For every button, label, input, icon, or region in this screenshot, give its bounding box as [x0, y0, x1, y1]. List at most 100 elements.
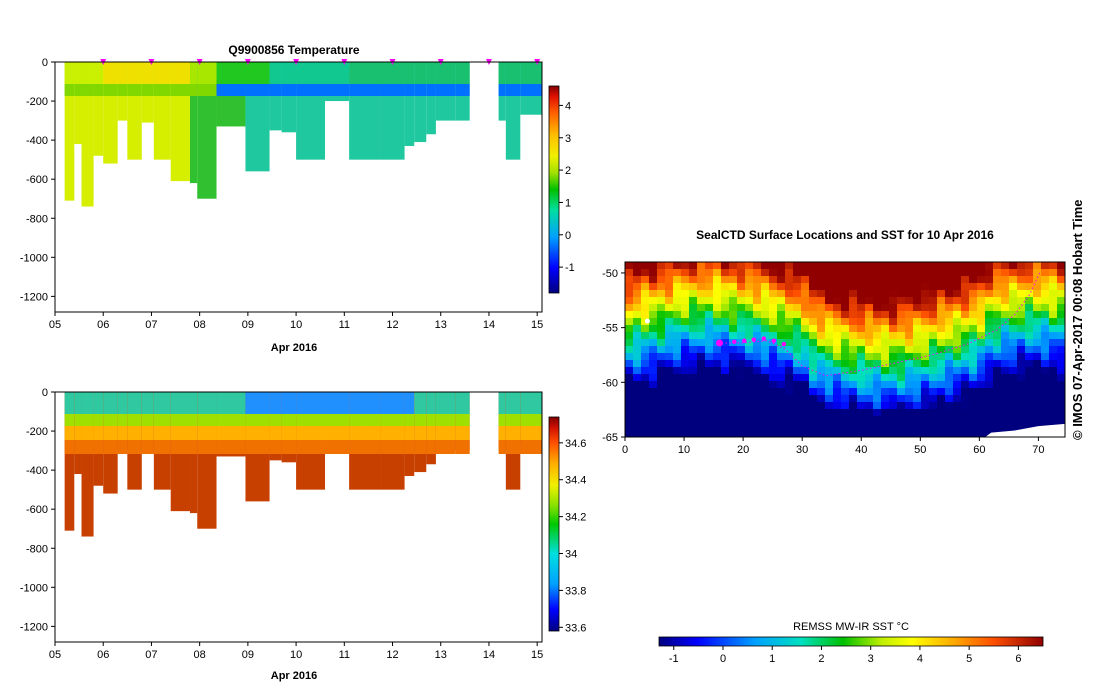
- sst-cell: [641, 409, 649, 416]
- temperature-profile-column: [127, 62, 142, 160]
- sst-cell: [721, 325, 729, 332]
- sst-cell: [657, 269, 665, 276]
- sst-cell: [721, 360, 729, 367]
- sst-cell: [769, 395, 777, 402]
- sst-cell: [1049, 304, 1057, 311]
- sst-cell: [1009, 339, 1017, 346]
- sst-cell: [665, 318, 673, 325]
- sst-cell: [705, 269, 713, 276]
- sst-cell: [625, 339, 633, 346]
- sst-cell: [633, 395, 641, 402]
- temperature-cold-band: [414, 84, 427, 96]
- sst-cell: [785, 332, 793, 339]
- sst-cell: [865, 304, 873, 311]
- sst-cell: [1049, 311, 1057, 318]
- sst-cell: [1009, 290, 1017, 297]
- salinity-deep-layer: [64, 392, 75, 531]
- sst-cell: [633, 304, 641, 311]
- sst-cell: [1009, 353, 1017, 360]
- sst-map-x-tick-label: 20: [737, 444, 749, 456]
- temperature-cold-band: [197, 84, 217, 96]
- temperature-y-tick-label: -600: [26, 174, 48, 186]
- sst-cell: [697, 423, 705, 430]
- sst-cell: [865, 339, 873, 346]
- sst-cell: [993, 290, 1001, 297]
- sst-cell: [761, 262, 769, 269]
- sst-cell: [649, 318, 657, 325]
- sst-cell: [1001, 269, 1009, 276]
- sst-cell: [625, 325, 633, 332]
- sst-cell: [761, 290, 769, 297]
- temperature-x-tick-label: 11: [339, 319, 350, 331]
- sst-cell: [905, 430, 913, 437]
- sst-cell: [649, 346, 657, 353]
- sst-cell: [937, 409, 945, 416]
- salinity-colorbar-tick-label: 34.4: [565, 475, 586, 487]
- sst-cell: [913, 283, 921, 290]
- sst-cell: [713, 374, 721, 381]
- sst-cell: [1041, 304, 1049, 311]
- sst-cell: [825, 416, 833, 423]
- salinity-profile-column: [380, 392, 405, 490]
- sst-cell: [929, 346, 937, 353]
- sst-cell: [817, 318, 825, 325]
- temperature-cold-band: [93, 84, 104, 96]
- sst-cell: [833, 297, 841, 304]
- sst-cell: [825, 339, 833, 346]
- sst-cell: [857, 395, 865, 402]
- sst-cell: [1033, 360, 1041, 367]
- sst-cell: [881, 311, 889, 318]
- salinity-surface-layer: [153, 392, 171, 414]
- sst-cell: [985, 353, 993, 360]
- temperature-surface-layer: [325, 62, 350, 84]
- sst-cell: [689, 360, 697, 367]
- salinity-x-tick-label: 11: [339, 649, 350, 661]
- sst-cell: [633, 339, 641, 346]
- sst-cell: [673, 374, 681, 381]
- sst-cell: [897, 395, 905, 402]
- sst-cell: [665, 262, 673, 269]
- sst-cell: [849, 304, 857, 311]
- sst-cell: [753, 339, 761, 346]
- sst-cell: [1009, 416, 1017, 423]
- sst-cell: [761, 276, 769, 283]
- sst-cell: [993, 325, 1001, 332]
- sst-cell: [809, 430, 817, 437]
- salinity-halocline: [296, 414, 326, 426]
- sst-cell: [689, 374, 697, 381]
- sst-cell: [985, 325, 993, 332]
- sst-map-y-axis: -50-55-60-65: [602, 268, 625, 444]
- sst-cell: [993, 367, 1001, 374]
- sst-cell: [641, 276, 649, 283]
- sst-cell: [1041, 381, 1049, 388]
- sst-cell: [961, 290, 969, 297]
- sst-cell: [681, 374, 689, 381]
- sst-cell: [753, 388, 761, 395]
- sst-cell: [689, 416, 697, 423]
- sst-cell: [937, 360, 945, 367]
- sst-cell: [825, 409, 833, 416]
- sst-cell: [961, 381, 969, 388]
- sst-cell: [953, 416, 961, 423]
- sst-cell: [793, 402, 801, 409]
- sst-cell: [633, 276, 641, 283]
- sst-cell: [625, 409, 633, 416]
- sst-cell: [777, 416, 785, 423]
- sst-cell: [713, 325, 721, 332]
- sst-cell: [625, 304, 633, 311]
- sst-cell: [913, 269, 921, 276]
- sst-cell: [897, 409, 905, 416]
- sst-cell: [777, 318, 785, 325]
- sst-cell: [793, 430, 801, 437]
- sst-cell: [913, 304, 921, 311]
- sst-cell: [649, 360, 657, 367]
- temperature-y-tick-label: 0: [42, 57, 48, 69]
- sst-cell: [633, 367, 641, 374]
- sst-cell: [673, 402, 681, 409]
- sst-cell: [697, 318, 705, 325]
- sst-cell: [1025, 276, 1033, 283]
- sst-cell: [753, 353, 761, 360]
- salinity-surface-layer: [404, 392, 415, 414]
- sst-cell: [1009, 332, 1017, 339]
- sst-cell: [1001, 402, 1009, 409]
